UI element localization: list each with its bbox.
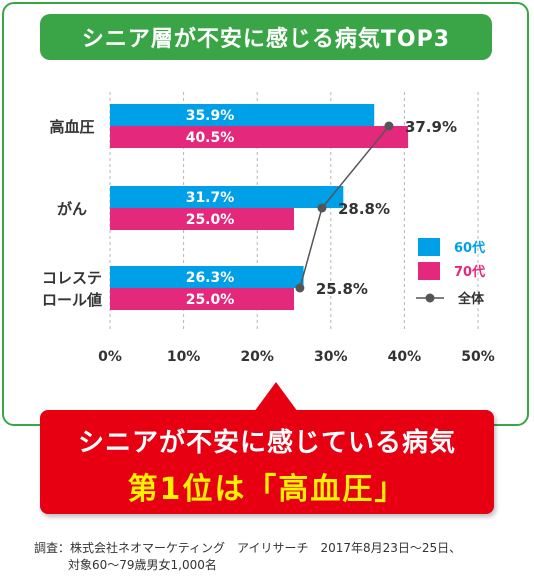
x-tick-label: 10% — [167, 349, 201, 365]
bar-value-label: 31.7% — [186, 190, 235, 206]
bar-70s — [110, 126, 409, 148]
overall-point — [295, 283, 305, 293]
x-tick-label: 30% — [314, 349, 348, 365]
category-label: コレステ — [42, 269, 102, 287]
bar-value-label: 25.0% — [186, 212, 235, 228]
callout-result: 第1位は「高血圧」 — [127, 472, 407, 507]
category-label: ロール値 — [42, 291, 102, 309]
survey-source: 調査：株式会社ネオマーケティング アイリサーチ 2017年8月23日～25日、 … — [34, 540, 514, 574]
overall-value-label: 25.8% — [316, 280, 368, 298]
overall-value-label: 37.9% — [405, 118, 457, 136]
legend-label: 60代 — [454, 240, 485, 256]
bar-value-label: 26.3% — [186, 270, 235, 286]
source-line-1: 調査：株式会社ネオマーケティング アイリサーチ 2017年8月23日～25日、 — [34, 541, 462, 555]
category-label: 高血圧 — [49, 118, 94, 136]
category-label: がん — [57, 200, 87, 218]
x-tick-label: 50% — [461, 349, 495, 365]
bar-value-label: 40.5% — [186, 130, 235, 146]
x-tick-label: 20% — [240, 349, 274, 365]
legend-label: 全体 — [457, 291, 485, 307]
bar-60s — [110, 266, 304, 288]
bar-value-label: 35.9% — [186, 108, 235, 124]
bar-value-label: 25.0% — [186, 292, 235, 308]
bar-60s — [110, 186, 344, 208]
callout-pointer — [254, 382, 298, 412]
bar-60s — [110, 104, 375, 126]
bar-70s — [110, 288, 294, 310]
chart-title: シニア層が不安に感じる病気TOP3 — [40, 14, 492, 60]
overall-point — [317, 203, 327, 213]
x-tick-label: 0% — [98, 349, 122, 365]
overall-value-label: 28.8% — [338, 200, 390, 218]
x-tick-label: 40% — [388, 349, 422, 365]
legend-swatch — [418, 262, 440, 280]
callout-headline: シニアが不安に感じている病気 — [77, 428, 456, 458]
conclusion-callout: シニアが不安に感じている病気 第1位は「高血圧」 — [40, 382, 494, 514]
legend-swatch — [418, 238, 440, 256]
overall-point — [384, 121, 394, 131]
legend-point — [425, 293, 435, 303]
legend-label: 70代 — [454, 264, 485, 280]
source-line-2: 対象60～79歳男女1,000名 — [68, 558, 217, 572]
bar-70s — [110, 208, 294, 230]
